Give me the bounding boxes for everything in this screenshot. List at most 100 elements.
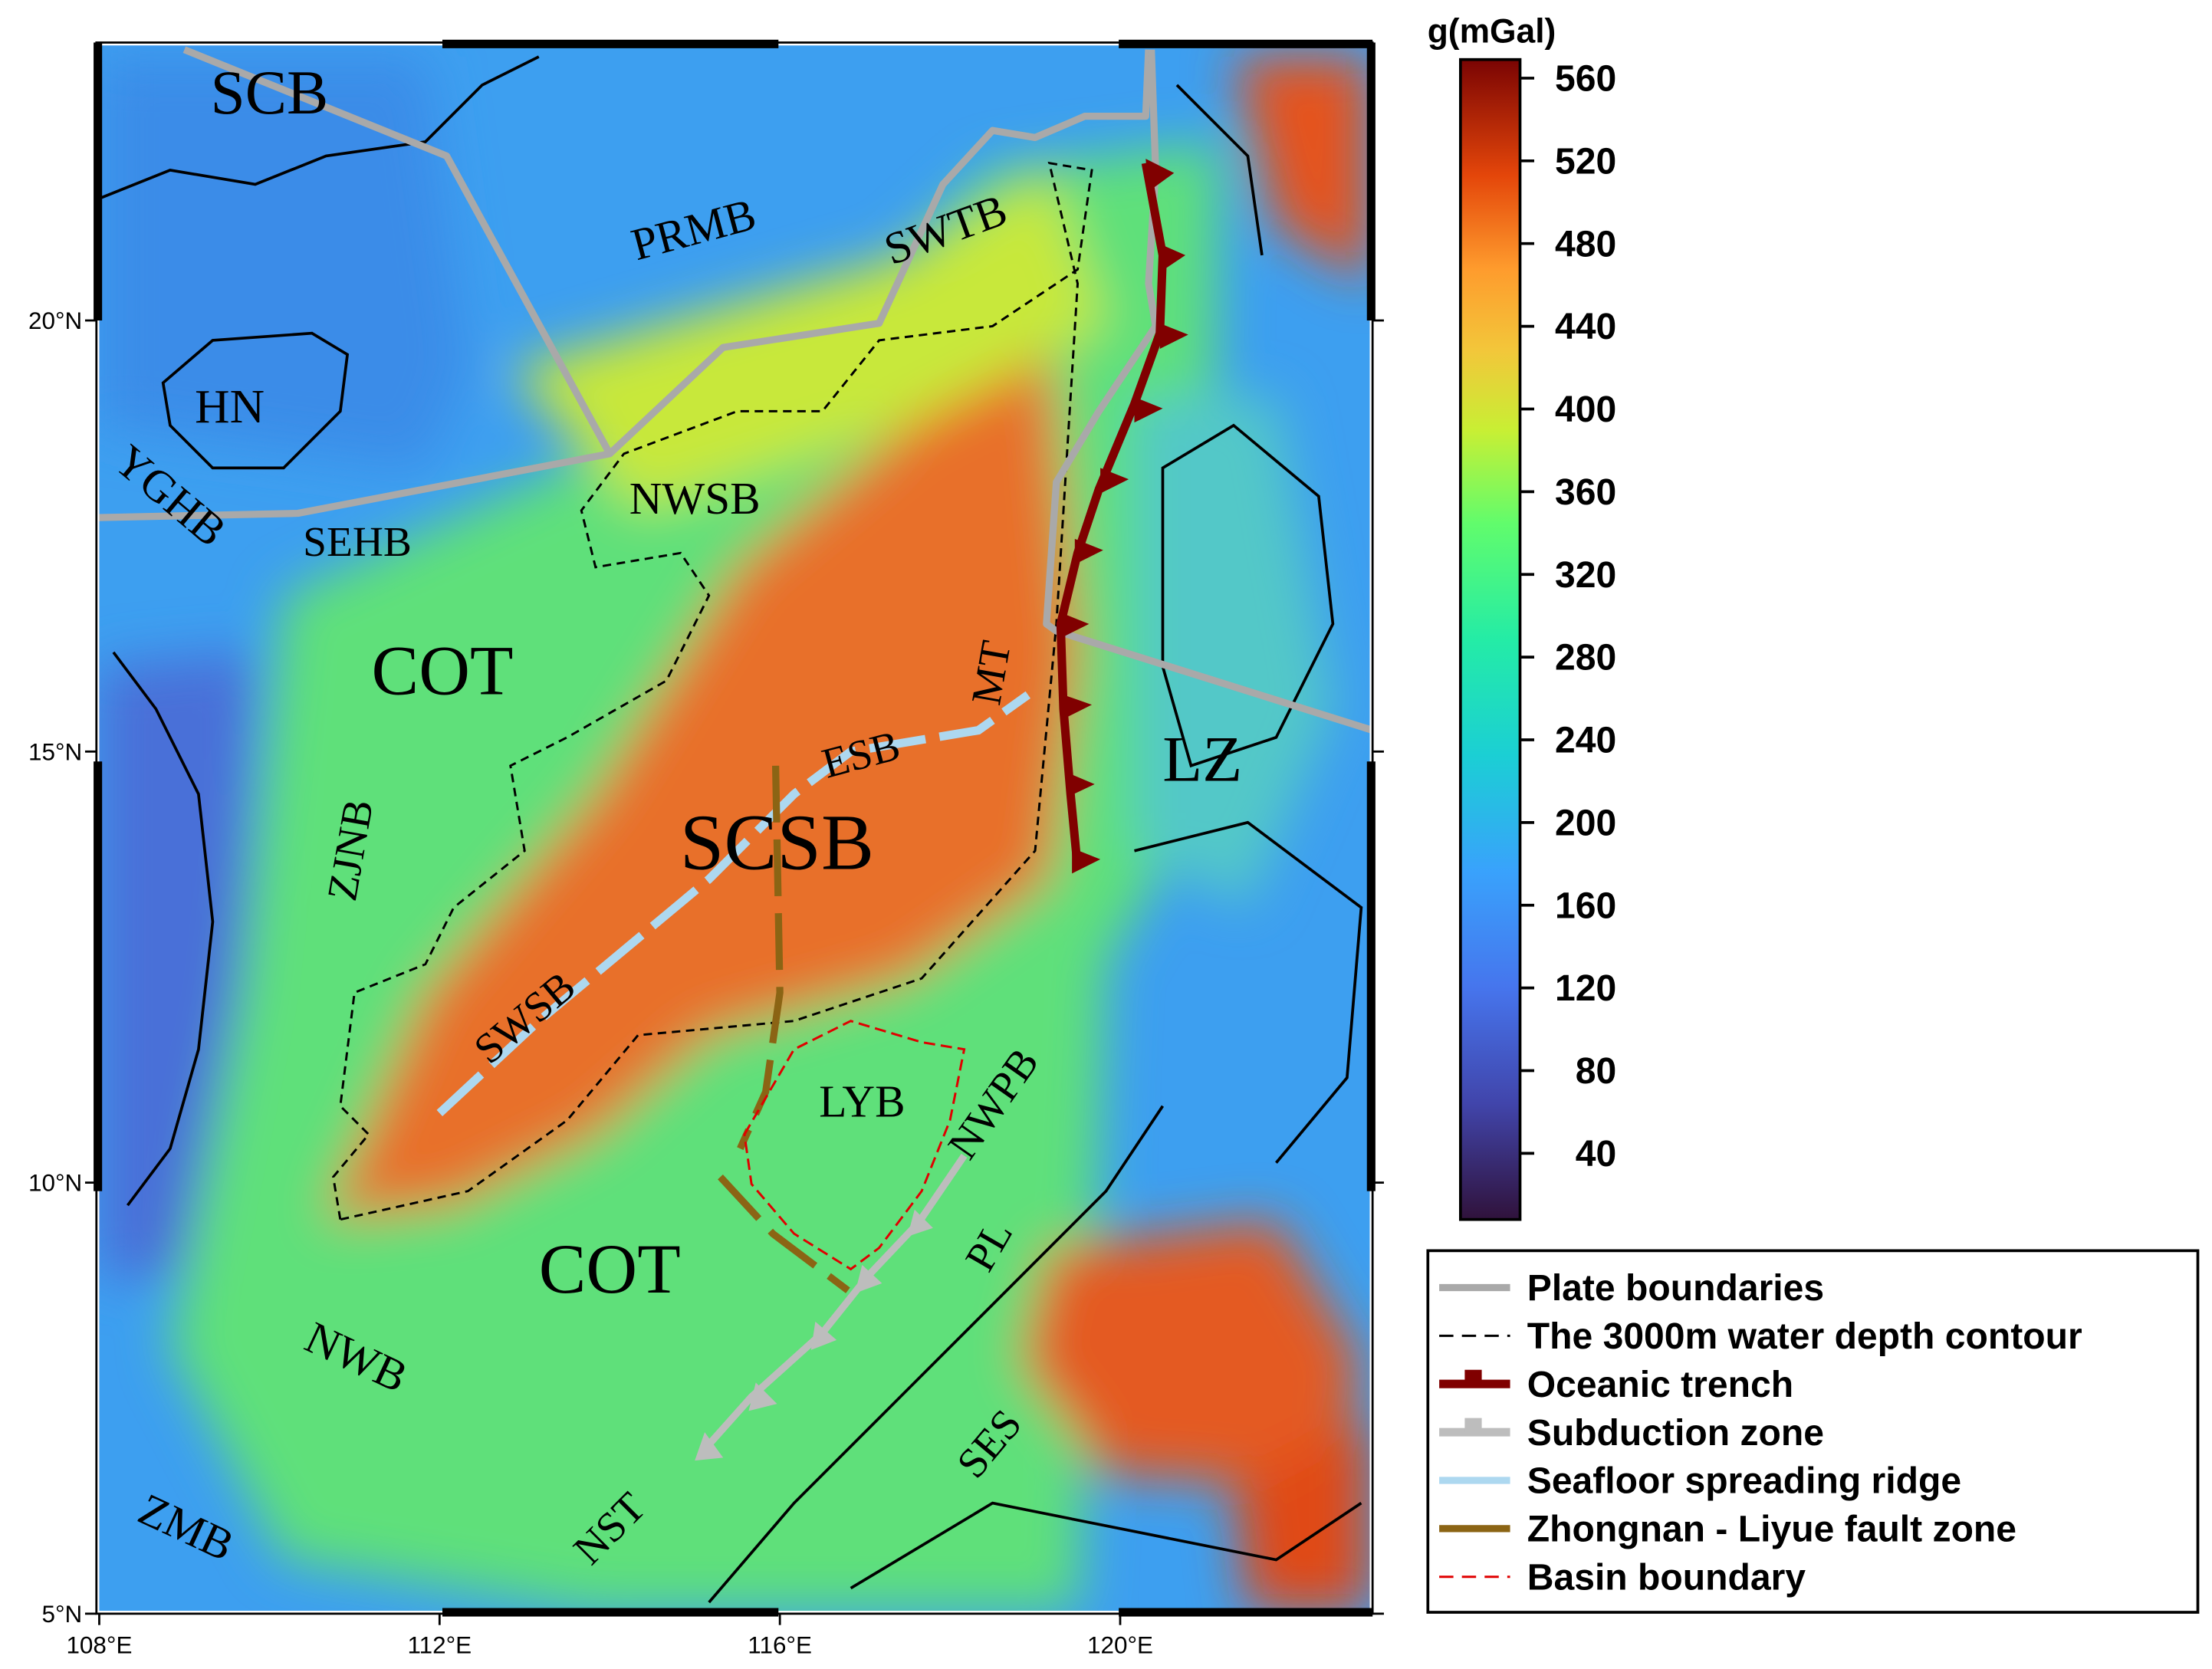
colorbar-tick-label: 80 (1576, 1050, 1616, 1092)
colorbar-tick-label: 40 (1576, 1133, 1616, 1175)
coast (1161, 423, 1335, 768)
colorbar-tick-label: 280 (1555, 637, 1616, 678)
colorbar-tick-label: 360 (1555, 471, 1616, 513)
legend-icons (1439, 1283, 1510, 1579)
legend-labels: Plate boundaries The 3000m water depth co… (1527, 1267, 2082, 1598)
fault-zone (718, 765, 850, 1293)
frame-segment (442, 39, 779, 48)
legend-label: Basin boundary (1527, 1556, 1806, 1598)
plate-boundary (182, 46, 1152, 458)
coast (708, 1105, 1165, 1604)
lon-tick-label: 120°E (1087, 1632, 1153, 1659)
tooth (1134, 396, 1163, 423)
colorbar-tick-label: 200 (1555, 803, 1616, 844)
tooth (1063, 695, 1093, 719)
legend-box (1426, 1249, 2200, 1614)
tooth (748, 1382, 777, 1411)
map-label: MT (963, 637, 1021, 708)
colorbar-title: g(mGal) (1428, 12, 1556, 50)
colorbar-tick-label: 320 (1555, 554, 1616, 596)
frame-segment (94, 42, 103, 321)
legend-label: Plate boundaries (1527, 1267, 1824, 1309)
field (1233, 56, 1370, 284)
coast (1175, 84, 1264, 256)
frame-segment (1119, 1608, 1373, 1617)
colorbar-tick-label: 160 (1555, 885, 1616, 926)
tooth (1145, 159, 1175, 192)
legend-label: Subduction zone (1527, 1412, 1824, 1454)
map-label: SEHB (303, 519, 412, 566)
tooth (1159, 244, 1186, 273)
lon-tick-label: 116°E (748, 1632, 812, 1659)
frame-segment (1366, 42, 1376, 321)
map-ticks: 108°E 112°E 116°E 120°E 20°N 15°N 10°N 5°N (28, 307, 1384, 1659)
map-label: NWSB (629, 473, 761, 524)
field (1021, 1219, 1362, 1490)
field (510, 169, 1106, 511)
legend-label: Seafloor spreading ridge (1527, 1460, 1961, 1502)
colorbar (1458, 57, 1522, 1221)
lon-tick-label: 108°E (66, 1632, 132, 1659)
field (1233, 1418, 1370, 1612)
map-label: SCSB (680, 800, 874, 887)
coast (112, 651, 215, 1207)
colorbar-tick-label: 480 (1555, 223, 1616, 264)
field (1134, 396, 1333, 908)
legend-icon (1464, 1369, 1482, 1385)
depth-contour (332, 161, 1093, 1221)
colorbar-tick-label: 240 (1555, 720, 1616, 761)
tooth (907, 1209, 933, 1237)
map-area: SCB HN YGHB SEHB PRMB SWTB NWSB COT ZJNB… (99, 45, 1370, 1612)
tooth (1072, 848, 1101, 874)
coastlines (99, 55, 1363, 1604)
lat-tick-label: 20°N (28, 307, 82, 334)
tooth (855, 1264, 882, 1293)
lat-tick-label: 15°N (28, 738, 82, 765)
tooth (1100, 468, 1129, 494)
map-label: HN (195, 379, 265, 433)
lat-tick-label: 10°N (28, 1170, 82, 1197)
gravity-field (99, 56, 1370, 1612)
legend-label: The 3000m water depth contour (1527, 1316, 2082, 1357)
coast (1134, 820, 1363, 1164)
map-frame (94, 39, 1376, 1617)
coast (99, 55, 540, 200)
fault (737, 765, 784, 1151)
legend-label: Oceanic trench (1527, 1364, 1793, 1405)
map-label: COT (539, 1230, 681, 1309)
legend-label: Zhongnan - Liyue fault zone (1527, 1509, 2016, 1550)
coast (850, 1501, 1362, 1590)
lat-tick-label: 5°N (42, 1601, 83, 1628)
colorbar-tick-label: 520 (1555, 140, 1616, 182)
colorbar-tick-label: 400 (1555, 389, 1616, 430)
tooth (1159, 323, 1188, 350)
colorbar-tick-label: 560 (1555, 58, 1616, 100)
colorbar-tick-label: 440 (1555, 306, 1616, 347)
frame-segment (1119, 39, 1373, 48)
lon-tick-label: 112°E (407, 1632, 472, 1659)
trench-teeth (1060, 159, 1188, 874)
subduction-teeth (695, 1209, 933, 1461)
tooth (1067, 773, 1095, 797)
plate-boundary (99, 450, 611, 521)
field (326, 340, 1078, 1220)
field (99, 56, 468, 468)
fault (718, 1175, 850, 1293)
oceanic-trench (1056, 162, 1168, 869)
tooth (695, 1432, 724, 1461)
map-label: LZ (1162, 723, 1242, 795)
coast (161, 331, 350, 470)
legend-icon (1464, 1418, 1482, 1433)
subduction-zone (702, 1153, 968, 1452)
tooth (1074, 538, 1103, 565)
colorbar-ticks: 40 80 120 160 200 240 280 320 360 400 440 480 520 560 (1520, 58, 1616, 1175)
map-label: SCB (210, 57, 328, 127)
frame-segment (442, 1608, 779, 1617)
frame-segment (94, 761, 103, 1191)
colorbar-tick-label: 120 (1555, 968, 1616, 1009)
tooth (810, 1321, 837, 1350)
map-label: COT (372, 632, 514, 710)
map-label: LYB (819, 1076, 905, 1126)
